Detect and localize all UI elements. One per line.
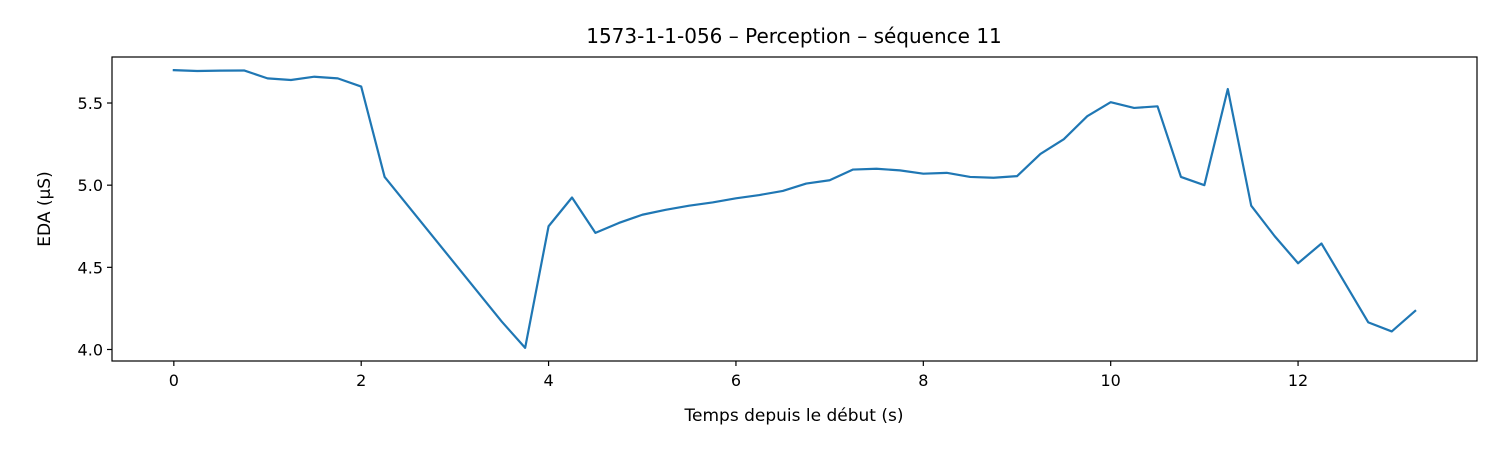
series-line-0 bbox=[172, 69, 1417, 349]
x-tick-label: 10 bbox=[1101, 371, 1121, 390]
x-axis-label: Temps depuis le début (s) bbox=[684, 406, 904, 426]
x-tick-label: 0 bbox=[169, 371, 179, 390]
x-tick-label: 2 bbox=[356, 371, 366, 390]
y-tick-label: 4.0 bbox=[78, 340, 103, 359]
x-tick-label: 6 bbox=[731, 371, 741, 390]
y-tick-label: 5.5 bbox=[78, 94, 103, 113]
x-tick-label: 12 bbox=[1288, 371, 1308, 390]
y-axis-label: EDA (µS) bbox=[35, 171, 55, 246]
x-tick-label: 8 bbox=[918, 371, 928, 390]
plot-area: 0 2 4 6 8 10 12 4.0 4.5 5.0 5.5 bbox=[78, 56, 1478, 390]
plot-frame bbox=[111, 56, 1478, 362]
chart-title: 1573-1-1-056 – Perception – séquence 11 bbox=[586, 24, 1002, 48]
x-tick-label: 4 bbox=[543, 371, 553, 390]
y-tick-label: 5.0 bbox=[78, 176, 103, 195]
y-tick-label: 4.5 bbox=[78, 258, 103, 277]
